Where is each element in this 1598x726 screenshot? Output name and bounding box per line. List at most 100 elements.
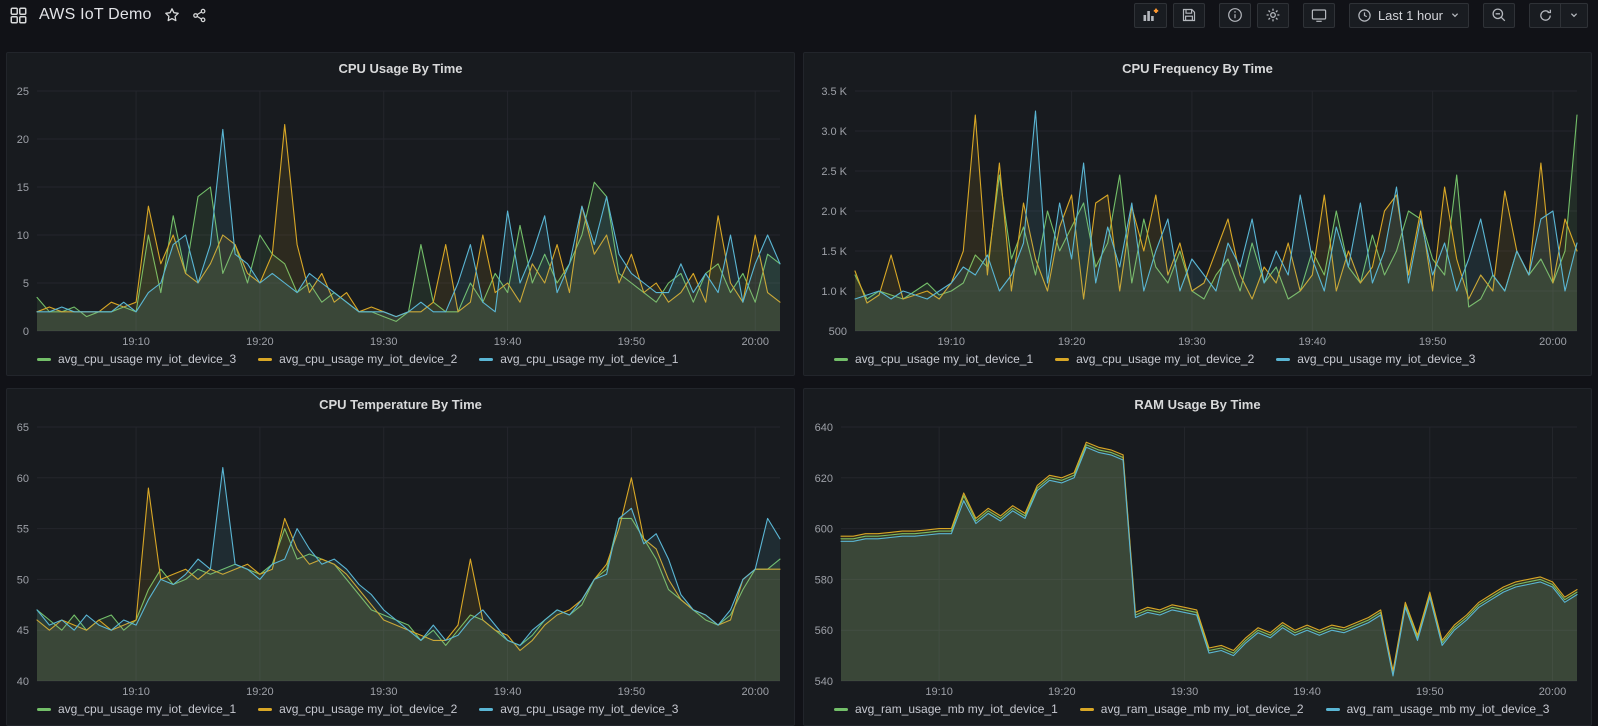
zoom-out-button[interactable] xyxy=(1483,2,1515,28)
panel-title[interactable]: CPU Temperature By Time xyxy=(319,396,482,412)
y-axis-tick-label: 640 xyxy=(815,422,833,434)
legend-item[interactable]: avg_cpu_usage my_iot_device_3 xyxy=(479,702,678,716)
x-axis-tick-label: 19:30 xyxy=(370,686,398,698)
series-line xyxy=(36,517,781,646)
x-axis-tick-label: 19:20 xyxy=(1058,336,1086,348)
refresh-interval-dropdown[interactable] xyxy=(1561,2,1588,28)
dashboard-panels: CPU Usage By Time 0 5 10 15 20 25 19:10 19:20 19… xyxy=(6,52,1592,726)
time-series-chart[interactable]: 0 5 10 15 20 25 19:10 19:20 19:30 19:40 19:50 20:00 xyxy=(7,83,794,349)
legend-swatch-icon xyxy=(479,357,494,361)
bar-chart-icon xyxy=(1143,11,1154,21)
legend-item[interactable]: avg_cpu_usage my_iot_device_2 xyxy=(1055,352,1254,366)
legend-item[interactable]: avg_ram_usage_mb my_iot_device_3 xyxy=(1325,702,1549,716)
x-axis-tick-label: 19:10 xyxy=(122,686,150,698)
y-axis-tick-label: 580 xyxy=(815,574,833,586)
legend-item[interactable]: avg_cpu_usage my_iot_device_2 xyxy=(258,702,457,716)
legend-label: avg_cpu_usage my_iot_device_3 xyxy=(58,352,237,366)
x-axis-tick-label: 20:00 xyxy=(1539,336,1567,348)
legend: avg_cpu_usage my_iot_device_1 avg_cpu_usa… xyxy=(7,699,794,725)
series-line xyxy=(36,128,781,318)
x-axis-tick-label: 19:30 xyxy=(370,336,398,348)
legend-swatch-icon xyxy=(1276,357,1291,361)
legend-swatch-icon xyxy=(834,357,848,361)
legend-swatch-icon xyxy=(37,357,51,361)
series-area xyxy=(841,442,1577,681)
time-range-label: Last 1 hour xyxy=(1377,7,1443,23)
x-axis-tick-label: 19:30 xyxy=(1171,686,1199,698)
legend-item[interactable]: avg_cpu_usage my_iot_device_1 xyxy=(834,352,1033,366)
panel-cpu-temperature: CPU Temperature By Time 40 45 50 55 60 65 19:1… xyxy=(6,388,795,726)
legend-item[interactable]: avg_cpu_usage my_iot_device_3 xyxy=(37,352,236,366)
series-area xyxy=(841,447,1577,681)
save-dashboard-button[interactable] xyxy=(1172,2,1205,28)
x-axis-tick-label: 19:50 xyxy=(1419,336,1447,348)
panel-cpu-usage: CPU Usage By Time 0 5 10 15 20 25 19:10 19:20 19… xyxy=(6,52,795,376)
series-line xyxy=(840,446,1578,677)
time-series-chart[interactable]: 500 1.0 K 1.5 K 2.0 K 2.5 K 3.0 K 3.5 K 19:10 19… xyxy=(804,83,1591,349)
save-icon xyxy=(1182,8,1196,22)
x-axis-tick-label: 20:00 xyxy=(741,336,769,348)
time-range-picker[interactable]: Last 1 hour xyxy=(1348,2,1469,28)
share-icon[interactable] xyxy=(192,8,207,23)
legend-label: avg_cpu_usage my_iot_device_2 xyxy=(279,352,458,366)
add-panel-button[interactable] xyxy=(1133,2,1167,28)
tv-mode-button[interactable] xyxy=(1302,2,1335,28)
series-area xyxy=(37,518,780,681)
y-axis-tick-label: 60 xyxy=(17,473,29,485)
dashboard-grid-icon[interactable] xyxy=(10,7,27,24)
gear-icon xyxy=(1266,8,1280,22)
panel-title[interactable]: CPU Usage By Time xyxy=(338,60,463,76)
time-series-chart[interactable]: 40 45 50 55 60 65 19:10 19:20 19:30 19:40 19:50 20:… xyxy=(7,419,794,699)
x-axis-tick-label: 19:40 xyxy=(494,336,522,348)
legend: avg_cpu_usage my_iot_device_3 avg_cpu_usa… xyxy=(7,349,794,375)
series-area xyxy=(37,129,780,331)
x-axis-tick-label: 19:40 xyxy=(1299,336,1327,348)
info-icon xyxy=(1228,8,1242,22)
panel-title[interactable]: RAM Usage By Time xyxy=(1134,396,1261,412)
panel-title[interactable]: CPU Frequency By Time xyxy=(1122,60,1273,76)
y-axis-tick-label: 3.0 K xyxy=(821,126,847,138)
time-series-chart[interactable]: 540 560 580 600 620 640 19:10 19:20 19:30 19:40 19… xyxy=(804,419,1591,699)
panel-ram-usage: RAM Usage By Time 540 560 580 600 620 640 19:1… xyxy=(803,388,1592,726)
y-axis-tick-label: 560 xyxy=(815,625,833,637)
refresh-button[interactable] xyxy=(1529,2,1561,28)
x-axis-tick-label: 19:40 xyxy=(494,686,522,698)
series-line xyxy=(854,114,1578,308)
legend-item[interactable]: avg_ram_usage_mb my_iot_device_2 xyxy=(1079,702,1304,716)
legend-item[interactable]: avg_ram_usage_mb my_iot_device_1 xyxy=(834,702,1058,716)
x-axis-tick-label: 19:10 xyxy=(122,336,150,348)
dashboard-settings-button[interactable] xyxy=(1256,2,1289,28)
legend-item[interactable]: avg_cpu_usage my_iot_device_1 xyxy=(37,702,236,716)
y-axis-tick-label: 55 xyxy=(17,524,29,536)
x-axis-tick-label: 19:50 xyxy=(1416,686,1444,698)
legend-swatch-icon xyxy=(479,707,494,711)
clock-icon xyxy=(1358,8,1371,22)
chart-area: 0 5 10 15 20 25 19:10 19:20 19:30 19:40 19:50 20:00 xyxy=(7,83,794,349)
series-line xyxy=(840,441,1578,672)
dashboard-header: AWS IoT Demo xyxy=(0,0,1598,28)
dashboard-insights-button[interactable] xyxy=(1218,2,1251,28)
x-axis-tick-label: 19:50 xyxy=(618,686,646,698)
panel-cpu-frequency: CPU Frequency By Time 500 1.0 K 1.5 K 2.0 K… xyxy=(803,52,1592,376)
x-axis-tick-label: 19:50 xyxy=(618,336,646,348)
legend-item[interactable]: avg_cpu_usage my_iot_device_1 xyxy=(479,352,678,366)
chart-area: 540 560 580 600 620 640 19:10 19:20 19:30 19:40 19… xyxy=(804,419,1591,699)
series-area xyxy=(37,477,780,681)
star-icon[interactable] xyxy=(164,7,180,23)
legend-item[interactable]: avg_cpu_usage my_iot_device_3 xyxy=(1276,352,1475,366)
legend-swatch-icon xyxy=(258,707,273,711)
y-axis-tick-label: 50 xyxy=(17,574,29,586)
chart-area: 40 45 50 55 60 65 19:10 19:20 19:30 19:40 19:50 20:… xyxy=(7,419,794,699)
chevron-down-icon xyxy=(1570,13,1578,18)
x-axis-tick-label: 19:20 xyxy=(246,686,274,698)
legend: avg_cpu_usage my_iot_device_1 avg_cpu_usa… xyxy=(804,349,1591,375)
series-line xyxy=(854,114,1578,304)
x-axis-tick-label: 20:00 xyxy=(1539,686,1567,698)
y-axis-tick-label: 3.5 K xyxy=(821,86,847,98)
x-axis-tick-label: 19:10 xyxy=(925,686,953,698)
legend-item[interactable]: avg_cpu_usage my_iot_device_2 xyxy=(258,352,457,366)
legend-swatch-icon xyxy=(37,707,51,711)
chart-area: 500 1.0 K 1.5 K 2.0 K 2.5 K 3.0 K 3.5 K 19:10 19… xyxy=(804,83,1591,349)
series-area xyxy=(37,467,780,681)
monitor-icon xyxy=(1311,9,1327,22)
